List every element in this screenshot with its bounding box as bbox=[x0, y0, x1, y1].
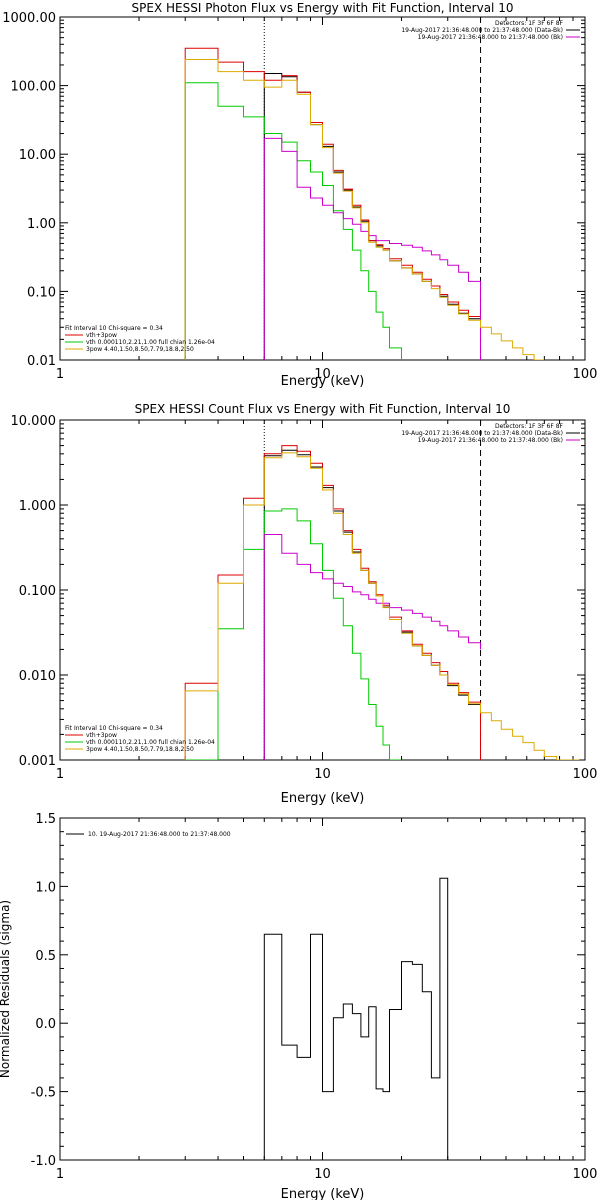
x-tick-label: 1 bbox=[56, 767, 64, 782]
legend-top-text: 19-Aug-2017 21:36:48.000 to 21:37:48.000… bbox=[401, 27, 563, 34]
legend-bottom-text: Fit Interval 10 Chi-square = 0.34 bbox=[65, 325, 163, 332]
y-tick-label: 0.001 bbox=[19, 754, 56, 769]
chart-panel-2: SPEX HESSI Count Flux vs Energy with Fit… bbox=[11, 402, 598, 806]
x-tick-label: 1 bbox=[56, 1167, 64, 1182]
y-tick-label: 0.010 bbox=[19, 669, 56, 684]
legend-bottom-text: vth+3pow bbox=[86, 732, 117, 739]
x-tick-label: 100 bbox=[573, 767, 598, 782]
y-tick-label: 1000.00 bbox=[2, 11, 56, 26]
legend-bottom-text: vth+3pow bbox=[86, 332, 117, 339]
x-axis-label: Energy (keV) bbox=[281, 791, 365, 806]
y-tick-label: 0.5 bbox=[35, 949, 56, 964]
x-axis-label: Energy (keV) bbox=[281, 1187, 365, 1200]
series-histogram-2 bbox=[184, 47, 481, 360]
legend-bottom-text: vth 0.000110,2.21,1.00 full chian 1.26e-… bbox=[86, 739, 215, 746]
legend-top-text: 19-Aug-2017 21:36:48.000 to 21:37:48.000… bbox=[418, 437, 563, 444]
plot-frame bbox=[59, 16, 586, 361]
y-tick-label: 0.0 bbox=[35, 1017, 56, 1032]
series-histogram-2 bbox=[184, 445, 481, 760]
y-tick-label: -1.0 bbox=[31, 1154, 56, 1169]
series-histogram-5 bbox=[184, 452, 580, 760]
series-histogram-1 bbox=[263, 877, 449, 1160]
chart-title: SPEX HESSI Count Flux vs Energy with Fit… bbox=[135, 402, 511, 416]
x-tick-label: 100 bbox=[573, 1167, 598, 1182]
series-histogram-3 bbox=[184, 82, 402, 360]
chart-panel-1: SPEX HESSI Photon Flux vs Energy with Fi… bbox=[2, 1, 597, 389]
y-tick-label: 10.000 bbox=[11, 414, 57, 429]
legend-bottom-text: vth 0.000110,2.21,1.00 full chian 1.26e-… bbox=[86, 339, 215, 346]
y-tick-label: 0.01 bbox=[27, 354, 56, 369]
y-tick-label: 1.0 bbox=[35, 880, 56, 895]
legend-top-text: Detectors: 1F 3F 6F 8F bbox=[495, 20, 564, 27]
legend-top-text: 19-Aug-2017 21:36:48.000 to 21:37:48.000… bbox=[418, 34, 563, 41]
y-tick-label: 1.00 bbox=[27, 217, 56, 232]
y-tick-label: 1.5 bbox=[35, 812, 56, 827]
legend-bottom-text: 3pow 4.40,1.50,8.50,7.79,18.8,2.50 bbox=[86, 346, 194, 353]
y-axis-label: Normalized Residuals (sigma) bbox=[0, 900, 12, 1078]
x-tick-label: 10 bbox=[314, 367, 331, 382]
series-histogram-4 bbox=[263, 137, 481, 360]
legend-bottom-text: Fit Interval 10 Chi-square = 0.34 bbox=[65, 725, 163, 732]
y-tick-label: 100.00 bbox=[11, 80, 57, 95]
x-tick-label: 10 bbox=[314, 767, 331, 782]
x-tick-label: 10 bbox=[314, 1167, 331, 1182]
chart-title: SPEX HESSI Photon Flux vs Energy with Fi… bbox=[132, 1, 514, 15]
y-tick-label: -0.5 bbox=[31, 1086, 56, 1101]
series-histogram-1 bbox=[263, 449, 481, 760]
legend-top-text: Detectors: 1F 3F 6F 8F bbox=[495, 423, 564, 430]
x-axis-label: Energy (keV) bbox=[281, 374, 365, 389]
y-tick-label: 0.100 bbox=[19, 584, 56, 599]
series-histogram-1 bbox=[263, 73, 481, 360]
x-tick-label: 100 bbox=[573, 367, 598, 382]
series-histogram-4 bbox=[263, 534, 481, 760]
x-tick-label: 1 bbox=[56, 367, 64, 382]
legend-top-text: 19-Aug-2017 21:36:48.000 to 21:37:48.000… bbox=[401, 430, 563, 437]
legend-bottom-text: 3pow 4.40,1.50,8.50,7.79,18.8,2.50 bbox=[86, 746, 194, 753]
y-tick-label: 10.00 bbox=[19, 148, 56, 163]
series-histogram-5 bbox=[184, 59, 545, 360]
y-tick-label: 1.000 bbox=[19, 499, 56, 514]
legend-top-text: 10. 19-Aug-2017 21:36:48.000 to 21:37:48… bbox=[88, 831, 231, 838]
y-tick-label: 0.10 bbox=[27, 285, 56, 300]
chart-panel-3: Energy (keV) Normalized Residuals (sigma)… bbox=[0, 812, 598, 1202]
